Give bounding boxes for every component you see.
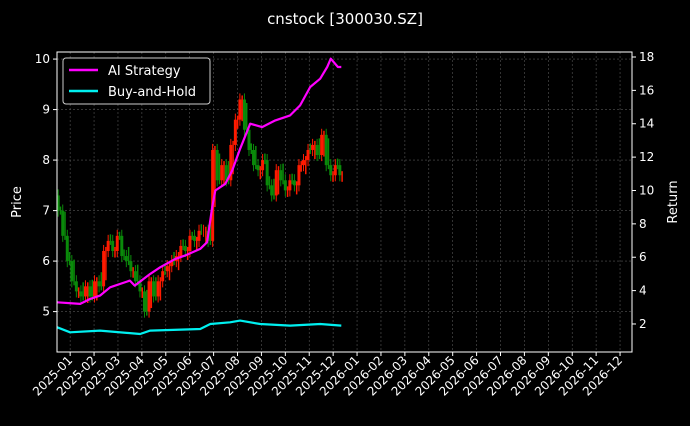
y-right-tick-label: 4 <box>639 284 647 298</box>
y-right-tick-label: 14 <box>639 117 654 131</box>
y-right-tick-label: 8 <box>639 217 647 231</box>
legend-label-ai-strategy: AI Strategy <box>108 64 181 79</box>
y-axis-right-label: Return <box>666 180 681 223</box>
y-right-tick-label: 18 <box>639 50 654 64</box>
series-line-ai-strategy <box>57 57 342 305</box>
y-tick-label: 7 <box>42 204 50 218</box>
y-right-tick-label: 10 <box>639 183 654 197</box>
y-tick-label: 9 <box>42 103 50 117</box>
y-tick-label: 10 <box>35 52 50 66</box>
y-right-tick-label: 2 <box>639 317 647 331</box>
y-right-tick-label: 6 <box>639 250 647 264</box>
y-tick-label: 5 <box>42 305 50 319</box>
y-tick-label: 8 <box>42 153 50 167</box>
chart-title: cnstock [300030.SZ] <box>267 10 423 28</box>
plot-frame <box>56 51 633 353</box>
series-lines <box>56 57 342 336</box>
legend-label-buy-and-hold: Buy-and-Hold <box>108 85 196 100</box>
y-axis-label: Price <box>10 186 25 218</box>
y-right-tick-label: 16 <box>639 83 654 97</box>
y-right-tick-label: 12 <box>639 150 654 164</box>
series-line-buy-and-hold <box>56 319 342 336</box>
y-tick-label: 6 <box>42 254 50 268</box>
legend: AI Strategy Buy-and-Hold <box>62 57 211 105</box>
